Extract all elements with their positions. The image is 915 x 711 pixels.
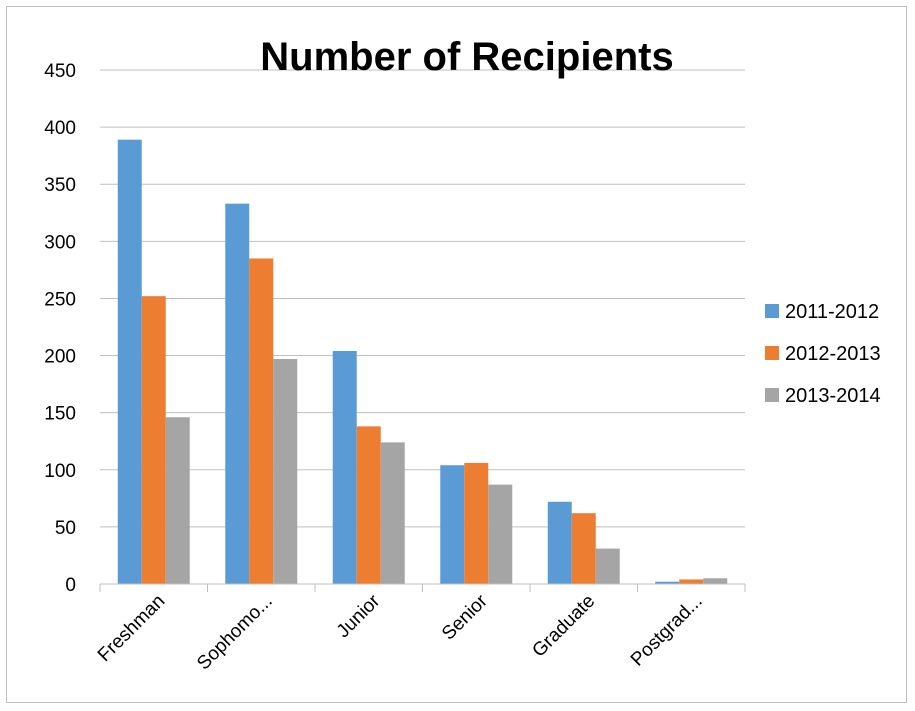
bar-2012-2013-Junior	[356, 426, 381, 584]
y-tick-label: 350	[44, 175, 76, 196]
bar-2012-2013-Sophomo...	[249, 258, 274, 584]
gridlines	[100, 69, 745, 528]
x-tick-label: Senior	[438, 590, 492, 644]
bar-2011-2012-Freshman	[117, 139, 142, 585]
bar-2012-2013-Freshman	[141, 296, 166, 584]
y-tick-label: 150	[44, 404, 76, 425]
legend-label: 2011-2012	[785, 301, 879, 323]
bars	[117, 139, 728, 585]
bar-2013-2014-Freshman	[165, 417, 190, 584]
legend-label: 2013-2014	[785, 385, 881, 407]
y-tick-label: 450	[44, 61, 76, 82]
bar-2012-2013-Postgrad...	[679, 579, 704, 584]
x-tick-label: Postgrad...	[627, 591, 707, 671]
x-tick-label: Freshman	[94, 591, 169, 666]
bar-2012-2013-Senior	[464, 462, 489, 584]
x-axis: Freshman Sophomo... Junior Senior Graduate Po…	[94, 583, 746, 675]
legend-swatch	[765, 304, 779, 318]
y-tick-label: 300	[44, 232, 76, 253]
y-tick-label: 0	[65, 575, 76, 596]
legend: 2011-2012 2012-2013 2013-2014	[765, 301, 881, 407]
bar-2013-2014-Postgrad...	[703, 578, 728, 584]
legend-swatch	[765, 346, 779, 360]
y-axis: 0 50 100 150 200 250 300 350 400 450	[44, 61, 76, 596]
bar-2011-2012-Graduate	[547, 501, 572, 584]
x-tick-label: Junior	[333, 590, 385, 642]
y-tick-label: 50	[55, 518, 76, 539]
y-tick-label: 400	[44, 118, 76, 139]
bar-2011-2012-Sophomo...	[225, 203, 250, 584]
bar-2011-2012-Senior	[440, 465, 465, 584]
y-tick-label: 250	[44, 289, 76, 310]
x-tick-label: Graduate	[528, 591, 599, 662]
bar-2013-2014-Sophomo...	[273, 358, 298, 584]
bar-2013-2014-Graduate	[595, 548, 620, 584]
bar-2013-2014-Junior	[380, 442, 405, 584]
y-tick-label: 100	[44, 461, 76, 482]
bar-2011-2012-Junior	[332, 350, 357, 584]
x-tick-label: Sophomo...	[193, 591, 277, 675]
legend-swatch	[765, 388, 779, 402]
bar-2013-2014-Senior	[488, 484, 513, 584]
bar-2011-2012-Postgrad...	[655, 581, 680, 584]
y-tick-label: 200	[44, 347, 76, 368]
legend-label: 2012-2013	[785, 343, 881, 365]
chart-title: Number of Recipients	[260, 35, 673, 79]
bar-2012-2013-Graduate	[571, 513, 596, 584]
